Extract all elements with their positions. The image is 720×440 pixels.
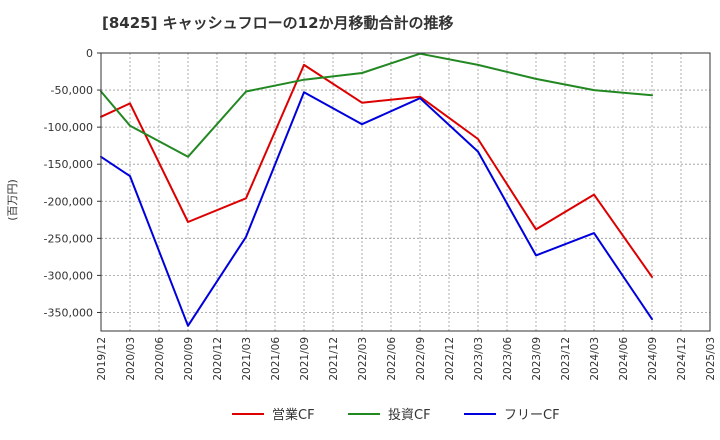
x-tick-label: 2022/03 [357, 337, 369, 381]
legend-label: 投資CF [388, 407, 431, 423]
y-tick-label: -250,000 [44, 232, 93, 245]
x-tick-label: 2022/12 [444, 337, 456, 381]
x-tick-label: 2025/03 [705, 337, 717, 381]
grid-lines [101, 53, 710, 331]
x-tick-label: 2023/06 [502, 337, 514, 381]
y-tick-label: -350,000 [44, 306, 93, 319]
chart-title: [8425] キャッシュフローの12か月移動合計の推移 [102, 14, 454, 32]
y-tick-label: -200,000 [44, 195, 93, 208]
x-tick-label: 2021/09 [299, 337, 311, 381]
x-tick-label: 2024/09 [647, 337, 659, 381]
x-tick-label: 2020/03 [125, 337, 137, 381]
x-tick-label: 2024/12 [676, 337, 688, 381]
x-tick-label: 2023/03 [473, 337, 485, 381]
x-tick-label: 2020/12 [212, 337, 224, 381]
x-tick-label: 2020/09 [183, 337, 195, 381]
x-tick-label: 2022/09 [415, 337, 427, 381]
x-tick-label: 2021/12 [328, 337, 340, 381]
y-axis-label: (百万円) [6, 179, 19, 221]
series-lines [100, 52, 653, 327]
x-tick-label: 2023/12 [560, 337, 572, 381]
x-tick-label: 2020/06 [154, 337, 166, 381]
axes: 2019/12 2020/03 2020/06 2020/09 2020/12 2021/… [44, 47, 717, 381]
x-tick-label: 2024/06 [618, 337, 630, 381]
x-tick-label: 2023/09 [531, 337, 543, 381]
series-line-フリーCF [100, 91, 653, 327]
x-tick-label: 2022/06 [386, 337, 398, 381]
series-line-営業CF [100, 63, 653, 278]
x-tick-label: 2024/03 [589, 337, 601, 381]
y-tick-label: 0 [86, 47, 93, 60]
series-line-投資CF [100, 52, 653, 158]
x-tick-label: 2021/06 [270, 337, 282, 381]
x-tick-label: 2019/12 [96, 337, 108, 381]
y-tick-label: -300,000 [44, 269, 93, 282]
x-tick-label: 2021/03 [241, 337, 253, 381]
y-tick-label: -150,000 [44, 158, 93, 171]
legend-label: フリーCF [504, 408, 560, 423]
plot-frame [100, 52, 711, 332]
legend-label: 営業CF [272, 407, 315, 423]
y-tick-label: -50,000 [51, 84, 93, 97]
y-tick-label: -100,000 [44, 121, 93, 134]
plot-area [101, 53, 710, 331]
legend: 営業CF 投資CF フリーCF [232, 407, 560, 423]
